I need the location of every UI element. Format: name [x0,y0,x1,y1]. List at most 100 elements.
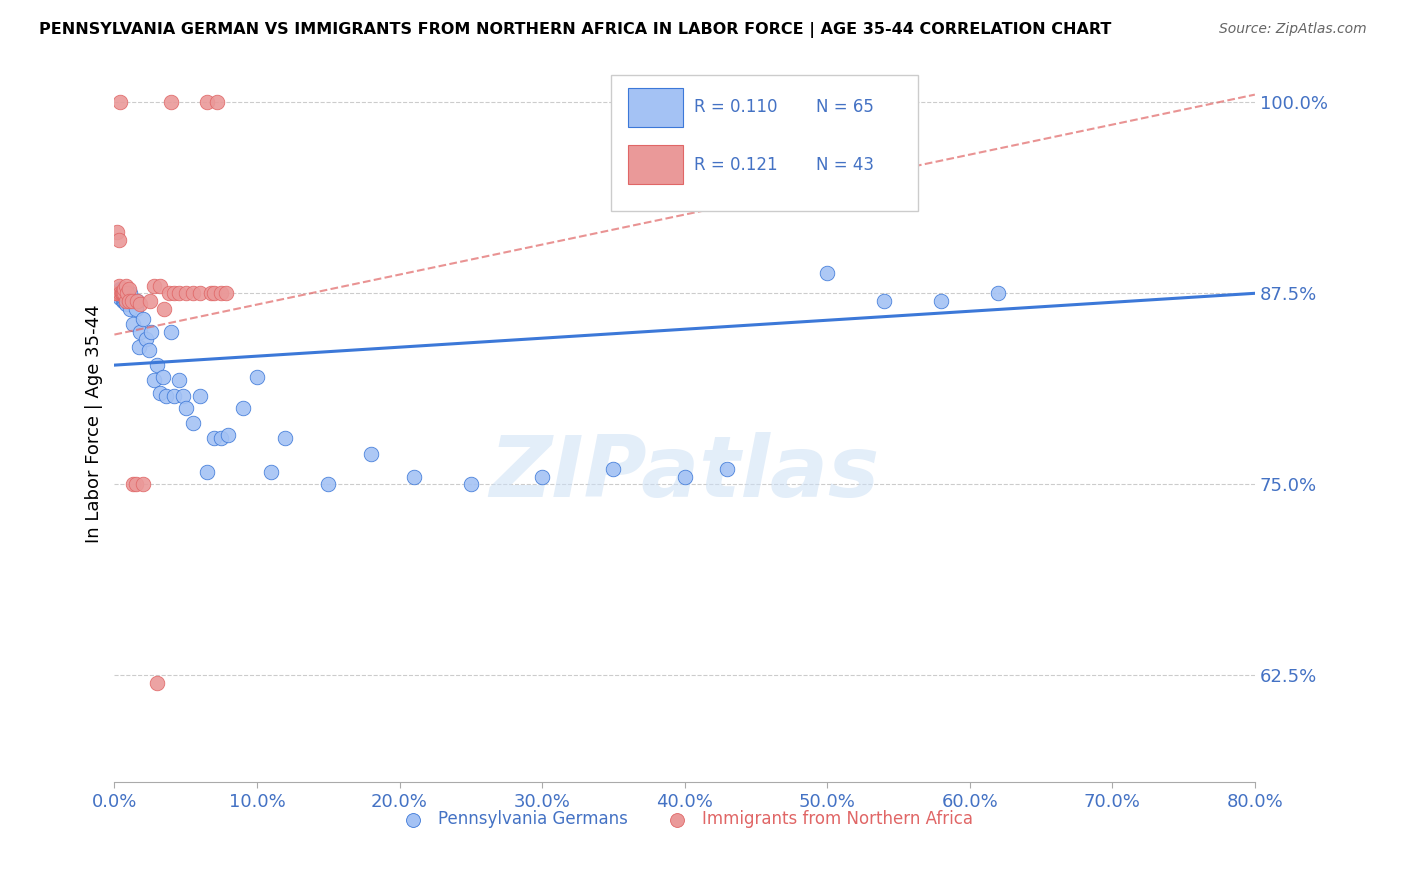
Point [112,293,135,308]
Point [129,325,152,339]
Point [118,293,141,308]
Point [260,465,283,479]
Point [202,286,225,301]
Point [111,286,134,301]
Point [104,286,127,301]
Point [160,325,183,339]
Point [181,286,204,301]
Point [108,286,131,301]
Y-axis label: In Labor Force | Age 35-44: In Labor Force | Age 35-44 [86,304,103,542]
Point [110,286,132,301]
Point [716,462,738,476]
Point [105,286,128,301]
Point [602,462,624,476]
Point [118,297,141,311]
Point [205,95,228,110]
Point [112,286,135,301]
Point [129,297,152,311]
Point [112,282,135,296]
Point [112,286,135,301]
Point [128,340,150,354]
Point [122,477,145,491]
Point [167,373,190,387]
Point [274,432,297,446]
Point [127,293,149,308]
Point [202,432,225,446]
Point [246,370,269,384]
Point [114,286,136,301]
Text: N = 65: N = 65 [815,98,873,116]
Point [107,233,129,247]
Point [110,286,132,301]
Point [157,286,180,301]
Point [209,286,232,301]
Point [163,286,186,301]
Point [149,278,172,293]
Point [143,278,166,293]
Point [110,285,132,299]
FancyBboxPatch shape [627,145,683,184]
Point [195,95,218,110]
Point [232,401,254,415]
Point [987,286,1010,301]
Point [163,389,186,403]
Point [200,286,222,301]
Point [673,469,696,483]
Point [115,286,138,301]
Point [153,301,176,316]
Point [181,416,204,430]
Point [531,469,554,483]
Point [111,293,134,308]
Point [146,358,169,372]
Point [115,291,138,305]
Point [111,291,134,305]
Text: ZIPatlas: ZIPatlas [489,432,880,515]
Point [172,389,194,403]
Point [110,286,132,301]
Point [115,286,138,301]
FancyBboxPatch shape [627,87,683,127]
Legend: Pennsylvania Germans, Immigrants from Northern Africa: Pennsylvania Germans, Immigrants from No… [389,804,980,835]
Point [873,293,896,308]
Point [138,343,160,357]
Point [108,95,131,110]
Point [188,286,211,301]
Point [460,477,482,491]
Point [120,286,142,301]
Point [155,389,177,403]
Point [139,293,162,308]
Text: R = 0.110: R = 0.110 [693,98,778,116]
Point [121,293,143,308]
Point [105,225,128,239]
Point [143,373,166,387]
Point [135,332,157,346]
Point [174,401,197,415]
Text: N = 43: N = 43 [815,155,873,174]
Text: R = 0.121: R = 0.121 [693,155,778,174]
Point [122,317,145,331]
Point [111,286,134,301]
Point [217,428,239,442]
Point [125,477,148,491]
FancyBboxPatch shape [610,75,918,211]
Point [195,465,218,479]
Point [127,293,149,308]
Point [121,293,143,308]
Point [149,385,172,400]
Point [402,469,425,483]
Point [108,291,131,305]
Point [118,282,141,296]
Point [110,286,132,301]
Point [108,282,131,296]
Point [110,282,132,296]
Point [132,477,155,491]
Point [316,477,339,491]
Point [132,312,155,326]
Point [188,389,211,403]
Point [107,285,129,299]
Point [120,301,142,316]
Point [107,278,129,293]
Point [167,286,190,301]
Text: PENNSYLVANIA GERMAN VS IMMIGRANTS FROM NORTHERN AFRICA IN LABOR FORCE | AGE 35-4: PENNSYLVANIA GERMAN VS IMMIGRANTS FROM N… [39,22,1112,38]
Point [114,278,136,293]
